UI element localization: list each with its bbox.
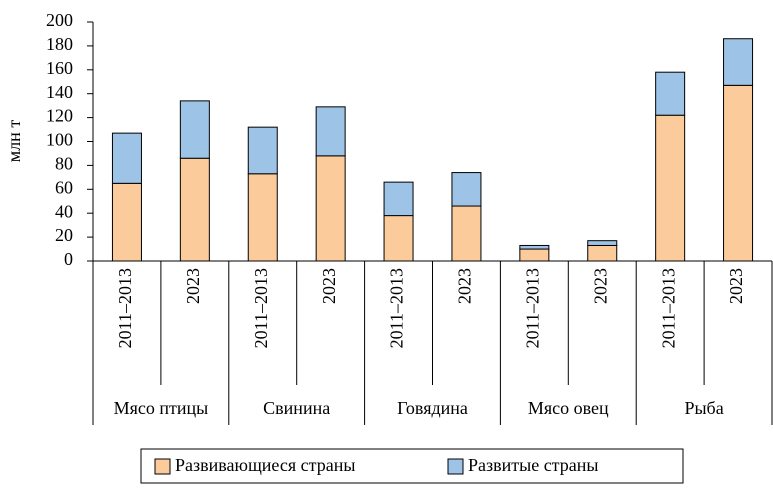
bar-segment xyxy=(315,106,346,157)
x-tick-label: 2011–2013 xyxy=(387,268,407,348)
group-label: Свинина xyxy=(263,398,330,418)
y-tick-label: 80 xyxy=(55,154,73,174)
x-tick-label: 2023 xyxy=(319,268,339,304)
bar-segment xyxy=(111,132,142,184)
bar-segment xyxy=(247,173,278,262)
x-tick-label: 2023 xyxy=(455,268,475,304)
bar-segment xyxy=(383,215,414,262)
bar-segment xyxy=(315,155,346,262)
legend-box xyxy=(140,448,684,484)
legend-swatch xyxy=(447,458,464,475)
bar-segment xyxy=(111,182,142,262)
x-tick-label: 2011–2013 xyxy=(522,268,542,348)
y-tick-label: 200 xyxy=(46,10,73,30)
x-tick-label: 2011–2013 xyxy=(658,268,678,348)
x-tick-label: 2023 xyxy=(183,268,203,304)
x-tick-label: 2023 xyxy=(590,268,610,304)
y-tick-label: 0 xyxy=(64,249,73,269)
bar-segment xyxy=(451,172,482,207)
y-tick-label: 160 xyxy=(46,58,73,78)
y-axis-label: млн т xyxy=(4,120,24,163)
y-tick-label: 100 xyxy=(46,130,73,150)
bar-segment xyxy=(723,84,754,262)
legend-label: Развивающиеся страны xyxy=(175,455,355,475)
bar-segment xyxy=(723,38,754,86)
y-tick-label: 20 xyxy=(55,225,73,245)
group-label: Мясо птицы xyxy=(114,398,209,418)
y-tick-label: 60 xyxy=(55,177,73,197)
group-label: Говядина xyxy=(397,398,468,418)
bar-segment xyxy=(655,71,686,116)
bar-segment xyxy=(179,157,210,262)
bar-segment xyxy=(451,205,482,262)
bar-segment xyxy=(587,244,618,262)
bar-segment xyxy=(519,244,550,250)
x-tick-label: 2023 xyxy=(726,268,746,304)
group-label: Мясо овец xyxy=(528,398,609,418)
bar-segment xyxy=(179,100,210,159)
legend-label: Развитые страны xyxy=(468,455,598,475)
x-tick-label: 2011–2013 xyxy=(251,268,271,348)
bar-segment xyxy=(247,126,278,175)
bar-segment xyxy=(519,248,550,262)
y-tick-label: 140 xyxy=(46,82,73,102)
group-label: Рыба xyxy=(684,398,723,418)
legend-swatch xyxy=(154,458,171,475)
y-tick-label: 120 xyxy=(46,106,73,126)
y-tick-label: 180 xyxy=(46,34,73,54)
bar-segment xyxy=(383,181,414,217)
y-tick-label: 40 xyxy=(55,201,73,221)
x-tick-label: 2011–2013 xyxy=(115,268,135,348)
bar-segment xyxy=(655,114,686,262)
bar-segment xyxy=(587,240,618,246)
